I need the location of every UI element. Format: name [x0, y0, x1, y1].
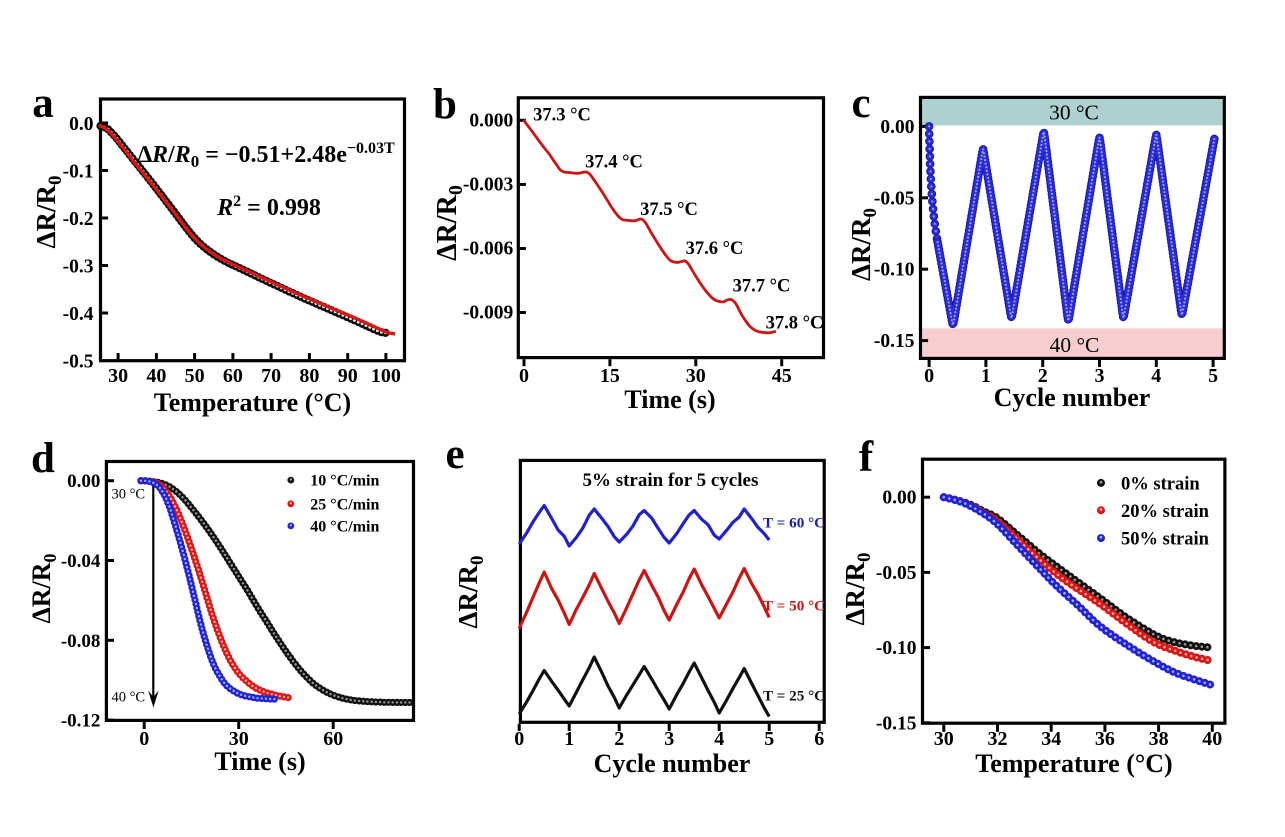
svg-text:-0.2: -0.2 [63, 209, 94, 230]
svg-text:50: 50 [185, 365, 205, 387]
svg-text:0: 0 [924, 365, 934, 387]
svg-text:-0.009: -0.009 [463, 303, 514, 324]
svg-text:70: 70 [261, 365, 281, 387]
svg-text:-0.04: -0.04 [61, 551, 101, 572]
svg-text:Time (s): Time (s) [624, 385, 715, 414]
svg-text:T = 25 °C: T = 25 °C [763, 688, 825, 705]
svg-text:25 °C/min: 25 °C/min [310, 496, 379, 513]
svg-text:ΔR/R0: ΔR/R0 [27, 553, 60, 623]
svg-text:a: a [32, 80, 54, 127]
svg-text:100: 100 [371, 365, 401, 387]
svg-text:-0.5: -0.5 [63, 352, 94, 373]
svg-text:30: 30 [686, 365, 706, 387]
svg-text:Temperature (°C): Temperature (°C) [975, 749, 1172, 778]
svg-text:40: 40 [146, 365, 166, 387]
svg-text:T = 60 °C: T = 60 °C [763, 515, 825, 532]
svg-text:ΔR/R0: ΔR/R0 [840, 553, 875, 626]
svg-text:0% strain: 0% strain [1121, 474, 1200, 494]
svg-text:Cycle number: Cycle number [594, 749, 751, 778]
svg-text:-0.05: -0.05 [876, 563, 917, 584]
svg-text:20% strain: 20% strain [1121, 502, 1210, 522]
svg-text:40 °C: 40 °C [1050, 333, 1100, 357]
svg-text:Cycle number: Cycle number [994, 383, 1151, 412]
svg-text:-0.10: -0.10 [874, 260, 915, 281]
svg-text:-0.4: -0.4 [63, 304, 94, 325]
svg-text:3: 3 [664, 728, 674, 750]
svg-text:0: 0 [519, 365, 529, 387]
svg-text:1: 1 [981, 365, 991, 387]
svg-text:34: 34 [1041, 728, 1061, 750]
svg-text:ΔR/R0: ΔR/R0 [31, 176, 66, 249]
svg-text:36: 36 [1095, 728, 1115, 750]
svg-text:∆R/R0 = −0.51+2.48e−0.03T: ∆R/R0 = −0.51+2.48e−0.03T [137, 140, 395, 171]
svg-text:90: 90 [338, 365, 358, 387]
svg-text:0.00: 0.00 [882, 488, 916, 509]
svg-text:-0.003: -0.003 [463, 174, 514, 195]
svg-text:ΔR/R0: ΔR/R0 [846, 208, 881, 281]
svg-text:-0.15: -0.15 [876, 713, 917, 734]
svg-text:-0.3: -0.3 [63, 257, 94, 278]
svg-text:0: 0 [139, 728, 149, 750]
svg-text:0.000: 0.000 [469, 110, 513, 131]
svg-text:3: 3 [1095, 365, 1105, 387]
svg-text:37.4 °C: 37.4 °C [585, 152, 643, 172]
svg-text:0.00: 0.00 [67, 471, 100, 492]
svg-text:0: 0 [514, 728, 524, 750]
svg-text:30: 30 [229, 728, 249, 750]
svg-text:38: 38 [1149, 728, 1169, 750]
svg-text:4: 4 [714, 728, 724, 750]
svg-text:ΔR/R0: ΔR/R0 [453, 556, 488, 629]
svg-text:-0.1: -0.1 [63, 162, 94, 183]
svg-text:40 °C: 40 °C [112, 690, 146, 706]
svg-text:37.3 °C: 37.3 °C [533, 106, 591, 126]
svg-text:15: 15 [600, 365, 620, 387]
svg-text:2: 2 [1038, 365, 1048, 387]
svg-text:5: 5 [764, 728, 774, 750]
svg-text:Time (s): Time (s) [214, 747, 305, 776]
svg-text:-0.10: -0.10 [876, 638, 917, 659]
svg-text:10 °C/min: 10 °C/min [310, 473, 379, 490]
svg-text:e: e [445, 431, 464, 478]
svg-text:2: 2 [614, 728, 624, 750]
svg-text:6: 6 [814, 728, 824, 750]
svg-text:-0.12: -0.12 [61, 711, 101, 732]
svg-text:4: 4 [1151, 365, 1161, 387]
svg-text:b: b [433, 81, 457, 128]
svg-text:T = 50 °C: T = 50 °C [763, 598, 825, 615]
svg-text:ΔR/R0: ΔR/R0 [432, 185, 467, 261]
svg-text:R2 = 0.998: R2 = 0.998 [216, 193, 321, 221]
svg-text:37.6 °C: 37.6 °C [686, 239, 744, 259]
svg-text:30: 30 [934, 728, 954, 750]
svg-text:37.7 °C: 37.7 °C [733, 276, 791, 296]
svg-text:37.5 °C: 37.5 °C [640, 200, 698, 220]
svg-text:40: 40 [1202, 728, 1222, 750]
svg-text:-0.05: -0.05 [874, 188, 915, 209]
svg-text:50% strain: 50% strain [1121, 530, 1210, 550]
svg-text:0.0: 0.0 [69, 114, 93, 135]
svg-text:Temperature (°C): Temperature (°C) [154, 388, 351, 417]
svg-text:c: c [851, 80, 870, 127]
svg-text:60: 60 [223, 365, 243, 387]
svg-text:40 °C/min: 40 °C/min [310, 518, 379, 535]
svg-text:5: 5 [1208, 365, 1218, 387]
svg-text:30 °C: 30 °C [1049, 101, 1099, 125]
svg-text:1: 1 [564, 728, 574, 750]
svg-text:80: 80 [299, 365, 319, 387]
svg-text:32: 32 [988, 728, 1008, 750]
svg-text:5% strain for 5 cycles: 5% strain for 5 cycles [582, 470, 758, 491]
svg-text:-0.006: -0.006 [463, 239, 514, 260]
svg-text:37.8 °C: 37.8 °C [766, 313, 824, 333]
svg-text:0.00: 0.00 [880, 117, 914, 138]
svg-text:30 °C: 30 °C [112, 487, 146, 503]
svg-text:f: f [859, 434, 874, 481]
svg-text:-0.15: -0.15 [874, 331, 915, 352]
svg-text:45: 45 [772, 365, 792, 387]
svg-text:-0.08: -0.08 [61, 631, 101, 652]
svg-text:d: d [31, 435, 55, 482]
svg-text:30: 30 [108, 365, 128, 387]
svg-text:60: 60 [323, 728, 343, 750]
